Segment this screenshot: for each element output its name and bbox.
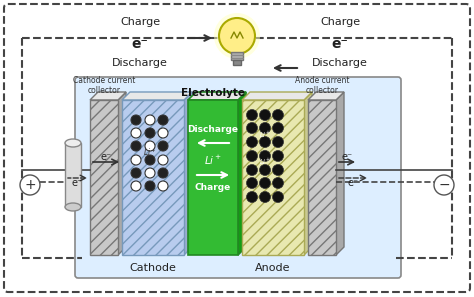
- Circle shape: [259, 122, 271, 133]
- Text: Discharge: Discharge: [312, 58, 368, 68]
- Circle shape: [131, 155, 141, 165]
- Circle shape: [145, 168, 155, 178]
- Circle shape: [145, 115, 155, 125]
- Bar: [233, 60, 241, 65]
- Bar: [308, 100, 336, 255]
- Circle shape: [158, 155, 168, 165]
- Text: Cathode: Cathode: [129, 263, 176, 273]
- Bar: [90, 100, 118, 255]
- Text: −: −: [438, 178, 450, 192]
- Bar: [188, 100, 238, 255]
- Text: e⁻: e⁻: [347, 178, 358, 188]
- Circle shape: [434, 175, 454, 195]
- Circle shape: [158, 181, 168, 191]
- Circle shape: [131, 115, 141, 125]
- Polygon shape: [118, 92, 126, 255]
- Text: Li$^+$: Li$^+$: [259, 157, 271, 167]
- Text: Charge: Charge: [320, 17, 360, 27]
- Text: Anode: Anode: [255, 263, 291, 273]
- Text: e⁻: e⁻: [331, 37, 348, 51]
- Bar: [242, 100, 304, 255]
- Text: Charge: Charge: [120, 17, 160, 27]
- Circle shape: [246, 192, 257, 203]
- Circle shape: [219, 18, 255, 54]
- Circle shape: [273, 122, 283, 133]
- Circle shape: [131, 141, 141, 151]
- Circle shape: [273, 192, 283, 203]
- Text: Li$^+$: Li$^+$: [259, 130, 271, 140]
- Text: e⁻: e⁻: [100, 152, 111, 162]
- Circle shape: [259, 165, 271, 176]
- Polygon shape: [90, 92, 126, 100]
- Circle shape: [259, 178, 271, 189]
- Text: Li$^+$: Li$^+$: [204, 154, 222, 167]
- Text: Discharge: Discharge: [188, 126, 238, 135]
- Circle shape: [259, 110, 271, 121]
- Polygon shape: [242, 92, 312, 100]
- Circle shape: [259, 192, 271, 203]
- Circle shape: [131, 181, 141, 191]
- Circle shape: [246, 165, 257, 176]
- Bar: [65, 143, 81, 207]
- Circle shape: [246, 137, 257, 148]
- Polygon shape: [304, 92, 312, 255]
- Polygon shape: [188, 92, 246, 100]
- Bar: [231, 52, 243, 60]
- Circle shape: [259, 151, 271, 162]
- Circle shape: [273, 137, 283, 148]
- Circle shape: [158, 141, 168, 151]
- Circle shape: [20, 175, 40, 195]
- Polygon shape: [122, 92, 192, 100]
- Circle shape: [158, 168, 168, 178]
- Circle shape: [273, 110, 283, 121]
- Polygon shape: [238, 92, 246, 255]
- Circle shape: [145, 155, 155, 165]
- Circle shape: [259, 137, 271, 148]
- Text: Cathode current
collector: Cathode current collector: [73, 76, 135, 95]
- Text: +: +: [24, 178, 36, 192]
- Polygon shape: [336, 92, 344, 255]
- Circle shape: [158, 128, 168, 138]
- Polygon shape: [184, 92, 192, 255]
- Circle shape: [145, 181, 155, 191]
- Text: Discharge: Discharge: [112, 58, 168, 68]
- Text: Li$^+$: Li$^+$: [143, 146, 157, 158]
- FancyBboxPatch shape: [4, 4, 470, 292]
- Circle shape: [246, 110, 257, 121]
- Circle shape: [246, 151, 257, 162]
- Polygon shape: [308, 92, 344, 100]
- Circle shape: [273, 165, 283, 176]
- Circle shape: [131, 128, 141, 138]
- Text: Electrolyte: Electrolyte: [181, 88, 245, 98]
- Ellipse shape: [65, 139, 81, 147]
- Circle shape: [131, 168, 141, 178]
- Circle shape: [145, 141, 155, 151]
- Circle shape: [273, 151, 283, 162]
- Circle shape: [158, 115, 168, 125]
- Ellipse shape: [65, 203, 81, 211]
- Text: e⁻: e⁻: [132, 37, 148, 51]
- Bar: [122, 100, 184, 255]
- Circle shape: [273, 178, 283, 189]
- Circle shape: [246, 178, 257, 189]
- Text: Charge: Charge: [195, 184, 231, 192]
- Text: Anode current
collector: Anode current collector: [295, 76, 349, 95]
- FancyBboxPatch shape: [75, 77, 401, 278]
- Text: e⁻: e⁻: [341, 152, 353, 162]
- Circle shape: [145, 128, 155, 138]
- Circle shape: [214, 13, 260, 59]
- Circle shape: [246, 122, 257, 133]
- Text: e⁻: e⁻: [72, 178, 82, 188]
